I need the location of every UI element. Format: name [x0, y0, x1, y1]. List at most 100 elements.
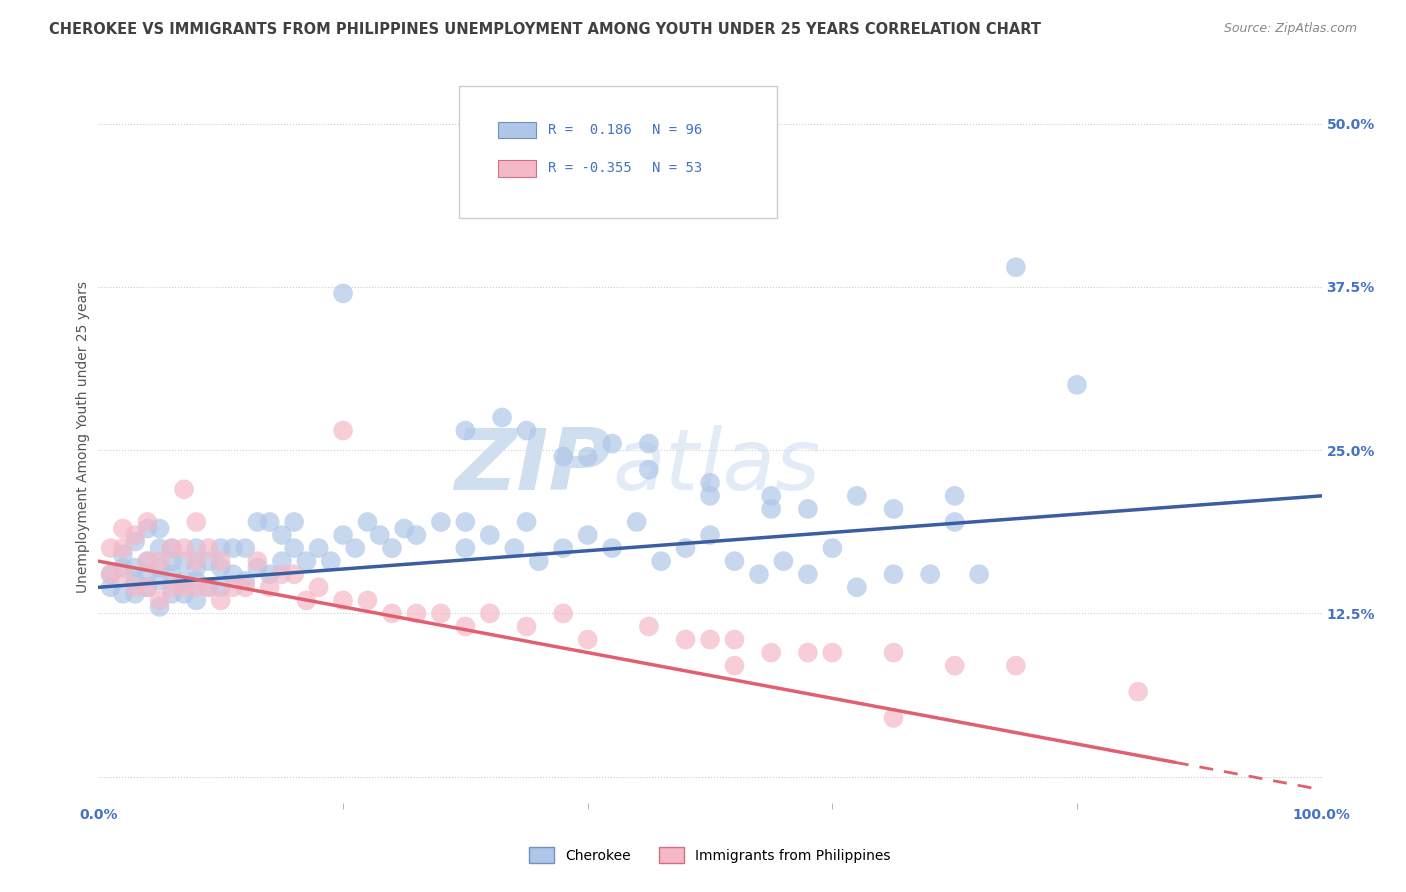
Point: [454, 515, 477, 529]
Text: R = -0.355: R = -0.355: [548, 161, 633, 176]
Point: [553, 541, 575, 555]
Point: [883, 711, 905, 725]
Point: [283, 541, 305, 555]
Point: [222, 567, 245, 582]
Point: [160, 567, 183, 582]
Point: [761, 502, 783, 516]
Text: CHEROKEE VS IMMIGRANTS FROM PHILIPPINES UNEMPLOYMENT AMONG YOUTH UNDER 25 YEARS : CHEROKEE VS IMMIGRANTS FROM PHILIPPINES …: [49, 22, 1042, 37]
Point: [186, 560, 208, 574]
Point: [209, 541, 232, 555]
Point: [515, 515, 537, 529]
Point: [197, 541, 219, 555]
Point: [160, 580, 183, 594]
Point: [173, 574, 195, 588]
Point: [259, 567, 281, 582]
Point: [748, 567, 770, 582]
Point: [233, 541, 256, 555]
Point: [100, 567, 122, 582]
Point: [149, 554, 172, 568]
Point: [197, 554, 219, 568]
Point: [246, 515, 269, 529]
Point: [197, 580, 219, 594]
Point: [650, 554, 672, 568]
Point: [845, 580, 868, 594]
Point: [821, 541, 844, 555]
Point: [626, 515, 648, 529]
Point: [160, 541, 183, 555]
Point: [136, 580, 159, 594]
Point: [344, 541, 367, 555]
Point: [100, 580, 122, 594]
Point: [600, 436, 623, 450]
Point: [883, 502, 905, 516]
Point: [883, 646, 905, 660]
Point: [332, 424, 354, 438]
Point: [173, 554, 195, 568]
Point: [920, 567, 942, 582]
Point: [576, 632, 599, 647]
Point: [295, 593, 318, 607]
Point: [637, 463, 661, 477]
Point: [160, 587, 183, 601]
Point: [430, 607, 453, 621]
Point: [186, 574, 208, 588]
Point: [454, 619, 477, 633]
Point: [381, 607, 404, 621]
Point: [637, 619, 661, 633]
Point: [149, 574, 172, 588]
Point: [136, 521, 159, 535]
Point: [405, 607, 427, 621]
Point: [111, 541, 134, 555]
Text: Source: ZipAtlas.com: Source: ZipAtlas.com: [1223, 22, 1357, 36]
Point: [136, 554, 159, 568]
Point: [124, 587, 146, 601]
Point: [124, 528, 146, 542]
Point: [270, 567, 294, 582]
Point: [149, 560, 172, 574]
Point: [723, 554, 745, 568]
FancyBboxPatch shape: [460, 86, 778, 218]
Point: [943, 489, 966, 503]
Point: [368, 528, 391, 542]
Point: [637, 436, 661, 450]
Point: [797, 646, 820, 660]
Point: [186, 541, 208, 555]
Point: [553, 188, 575, 202]
Point: [209, 554, 232, 568]
Point: [173, 483, 195, 497]
Point: [1004, 658, 1026, 673]
Point: [761, 489, 783, 503]
Point: [308, 580, 330, 594]
Point: [1004, 260, 1026, 275]
Point: [553, 450, 575, 464]
Point: [149, 599, 172, 614]
Bar: [498, 161, 536, 177]
Point: [491, 410, 513, 425]
Point: [149, 521, 172, 535]
Point: [699, 632, 721, 647]
Point: [233, 580, 256, 594]
Point: [233, 574, 256, 588]
Point: [430, 515, 453, 529]
Point: [772, 554, 794, 568]
Point: [259, 515, 281, 529]
Point: [124, 580, 146, 594]
Point: [723, 632, 745, 647]
Point: [699, 528, 721, 542]
Point: [943, 658, 966, 673]
Text: N = 96: N = 96: [652, 123, 703, 136]
Point: [222, 541, 245, 555]
Point: [222, 580, 245, 594]
Point: [454, 424, 477, 438]
Point: [723, 658, 745, 673]
Point: [209, 593, 232, 607]
Point: [600, 541, 623, 555]
Point: [478, 607, 501, 621]
Point: [332, 528, 354, 542]
Point: [136, 554, 159, 568]
Point: [173, 587, 195, 601]
Point: [553, 607, 575, 621]
Point: [1066, 377, 1088, 392]
Point: [124, 574, 146, 588]
Point: [308, 541, 330, 555]
